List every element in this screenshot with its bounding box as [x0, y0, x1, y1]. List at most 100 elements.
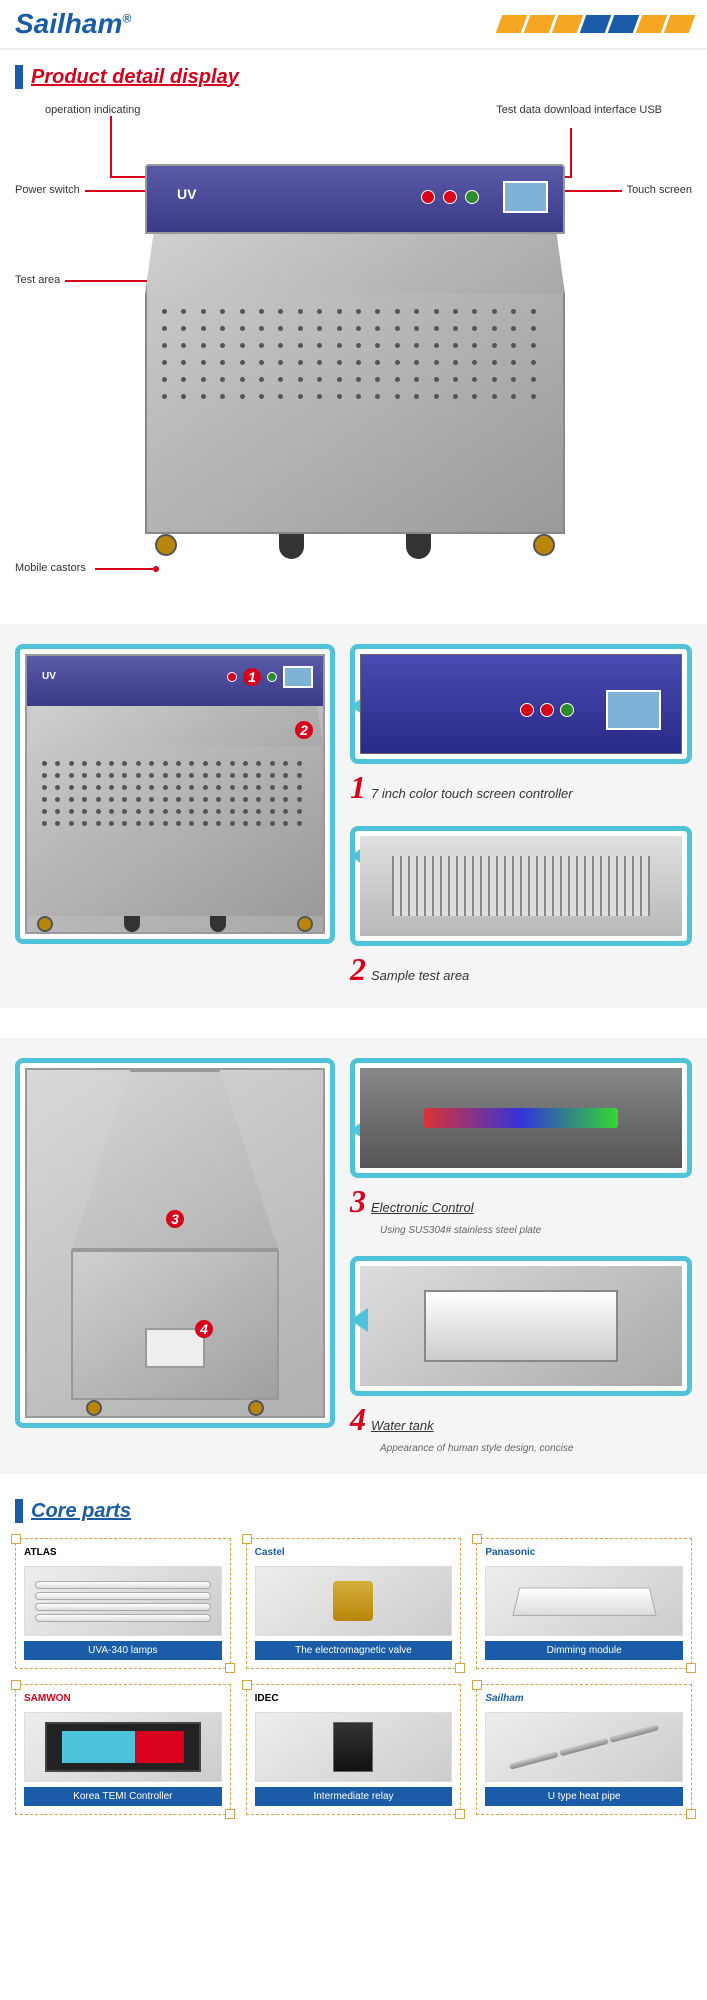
dimming-img: [485, 1566, 683, 1636]
castor-icon: [533, 534, 555, 556]
part-label: UVA-340 lamps: [24, 1641, 222, 1660]
sample-rack-icon: [392, 856, 650, 916]
vent-grid: [162, 309, 548, 409]
caption-1: 1 7 inch color touch screen controller: [350, 769, 692, 806]
caption-2: 2 Sample test area: [350, 951, 692, 988]
callout-touchscreen: Touch screen: [627, 184, 692, 196]
wires-icon: [424, 1108, 617, 1128]
core-title-text: Core parts: [31, 1500, 131, 1523]
part-brand: Sailham: [485, 1693, 683, 1707]
relay-icon: [333, 1722, 373, 1772]
part-label: Korea TEMI Controller: [24, 1787, 222, 1806]
machine-feet: [145, 534, 565, 559]
title-bar-icon: [15, 1499, 23, 1523]
part-card: IDEC Intermediate relay: [246, 1684, 462, 1815]
badge-1: 1: [243, 668, 261, 686]
valve-icon: [333, 1581, 373, 1621]
callout-testarea: Test area: [15, 274, 60, 286]
water-tank-closeup: [360, 1266, 682, 1386]
heatpipe-icon: [509, 1724, 659, 1770]
caption-num-3: 3: [350, 1183, 366, 1220]
header: Sailham®: [0, 0, 707, 50]
control-panel-closeup: [360, 654, 682, 754]
mini-machine-side: 3 4: [25, 1068, 325, 1418]
brand-symbol: ®: [122, 12, 131, 26]
touchscreen-icon: [503, 181, 548, 213]
detail-box-1: [350, 644, 692, 764]
title-bar-icon: [15, 65, 23, 89]
heatpipe-img: [485, 1712, 683, 1782]
castor-icon: [37, 916, 53, 932]
red-button-icon: [227, 672, 237, 682]
temi-icon: [45, 1722, 202, 1772]
foot-icon: [124, 916, 140, 932]
part-card: Sailham U type heat pipe: [476, 1684, 692, 1815]
part-brand: Castel: [255, 1547, 453, 1561]
red-button-icon: [520, 703, 534, 717]
part-card: SAMWON Korea TEMI Controller: [15, 1684, 231, 1815]
core-parts-section: Core parts ATLAS UVA-340 lamps Castel Th…: [0, 1474, 707, 1830]
valve-img: [255, 1566, 453, 1636]
green-button-icon: [465, 190, 479, 204]
badge-4: 4: [195, 1320, 213, 1338]
machine-body: [145, 294, 565, 534]
castor-icon: [86, 1400, 102, 1416]
product-diagram: operation indicating Test data download …: [15, 104, 692, 594]
castor-icon: [297, 916, 313, 932]
part-label: U type heat pipe: [485, 1787, 683, 1806]
detail-box-4: [350, 1256, 692, 1396]
callout-operation: operation indicating: [45, 104, 140, 116]
caption-sub-4: Appearance of human style design, concis…: [380, 1443, 573, 1454]
brand-text: Sailham: [15, 8, 122, 39]
part-card: ATLAS UVA-340 lamps: [15, 1538, 231, 1669]
part-label: Dimming module: [485, 1641, 683, 1660]
callout-power: Power switch: [15, 184, 80, 196]
callout-mobile: Mobile castors: [15, 562, 86, 574]
caption-num-4: 4: [350, 1401, 366, 1438]
detail-section-1: UV 1 2: [0, 624, 707, 1008]
part-label: Intermediate relay: [255, 1787, 453, 1806]
mini-machine-front: UV 1 2: [25, 654, 325, 934]
part-brand: Panasonic: [485, 1547, 683, 1561]
foot-icon: [210, 916, 226, 932]
temi-img: [24, 1712, 222, 1782]
part-label: The electromagnetic valve: [255, 1641, 453, 1660]
detail-main-image-2: 3 4: [15, 1058, 335, 1428]
detail-section-2: 3 4: [0, 1038, 707, 1474]
callout-testdata: Test data download interface USB: [496, 104, 662, 116]
uv-label-mini: UV: [42, 671, 56, 682]
caption-text-2: Sample test area: [371, 968, 469, 983]
tank-icon: 4: [145, 1328, 205, 1368]
castor-icon: [155, 534, 177, 556]
castor-icon: [248, 1400, 264, 1416]
detail-box-2: [350, 826, 692, 946]
dimming-icon: [512, 1588, 656, 1616]
foot-icon: [406, 534, 431, 559]
part-card: Castel The electromagnetic valve: [246, 1538, 462, 1669]
section-title-1: Product detail display: [15, 65, 692, 89]
brand-logo: Sailham®: [15, 8, 131, 40]
machine-hood: [145, 234, 565, 294]
uv-label: UV: [177, 186, 196, 202]
detail-main-image-1: UV 1 2: [15, 644, 335, 944]
caption-num-2: 2: [350, 951, 366, 988]
section-title-text: Product detail display: [31, 66, 239, 89]
caption-text-3: Electronic Control: [371, 1200, 474, 1215]
machine-control-panel: UV: [145, 164, 565, 234]
badge-2: 2: [295, 721, 313, 739]
relay-img: [255, 1712, 453, 1782]
caption-num-1: 1: [350, 769, 366, 806]
control-buttons: [421, 181, 548, 213]
detail-box-3: [350, 1058, 692, 1178]
lamps-img: [24, 1566, 222, 1636]
arrow-left-icon: [350, 1308, 368, 1332]
badge-3: 3: [166, 1210, 184, 1228]
screen-icon: [606, 690, 661, 730]
electronic-control-closeup: [360, 1068, 682, 1168]
header-decoration: [499, 15, 692, 33]
part-brand: ATLAS: [24, 1547, 222, 1561]
part-brand: SAMWON: [24, 1693, 222, 1707]
machine-illustration: UV: [145, 164, 565, 564]
caption-4: 4 Water tank Appearance of human style d…: [350, 1401, 692, 1454]
caption-sub-3: Using SUS304# stainless steel plate: [380, 1225, 541, 1236]
